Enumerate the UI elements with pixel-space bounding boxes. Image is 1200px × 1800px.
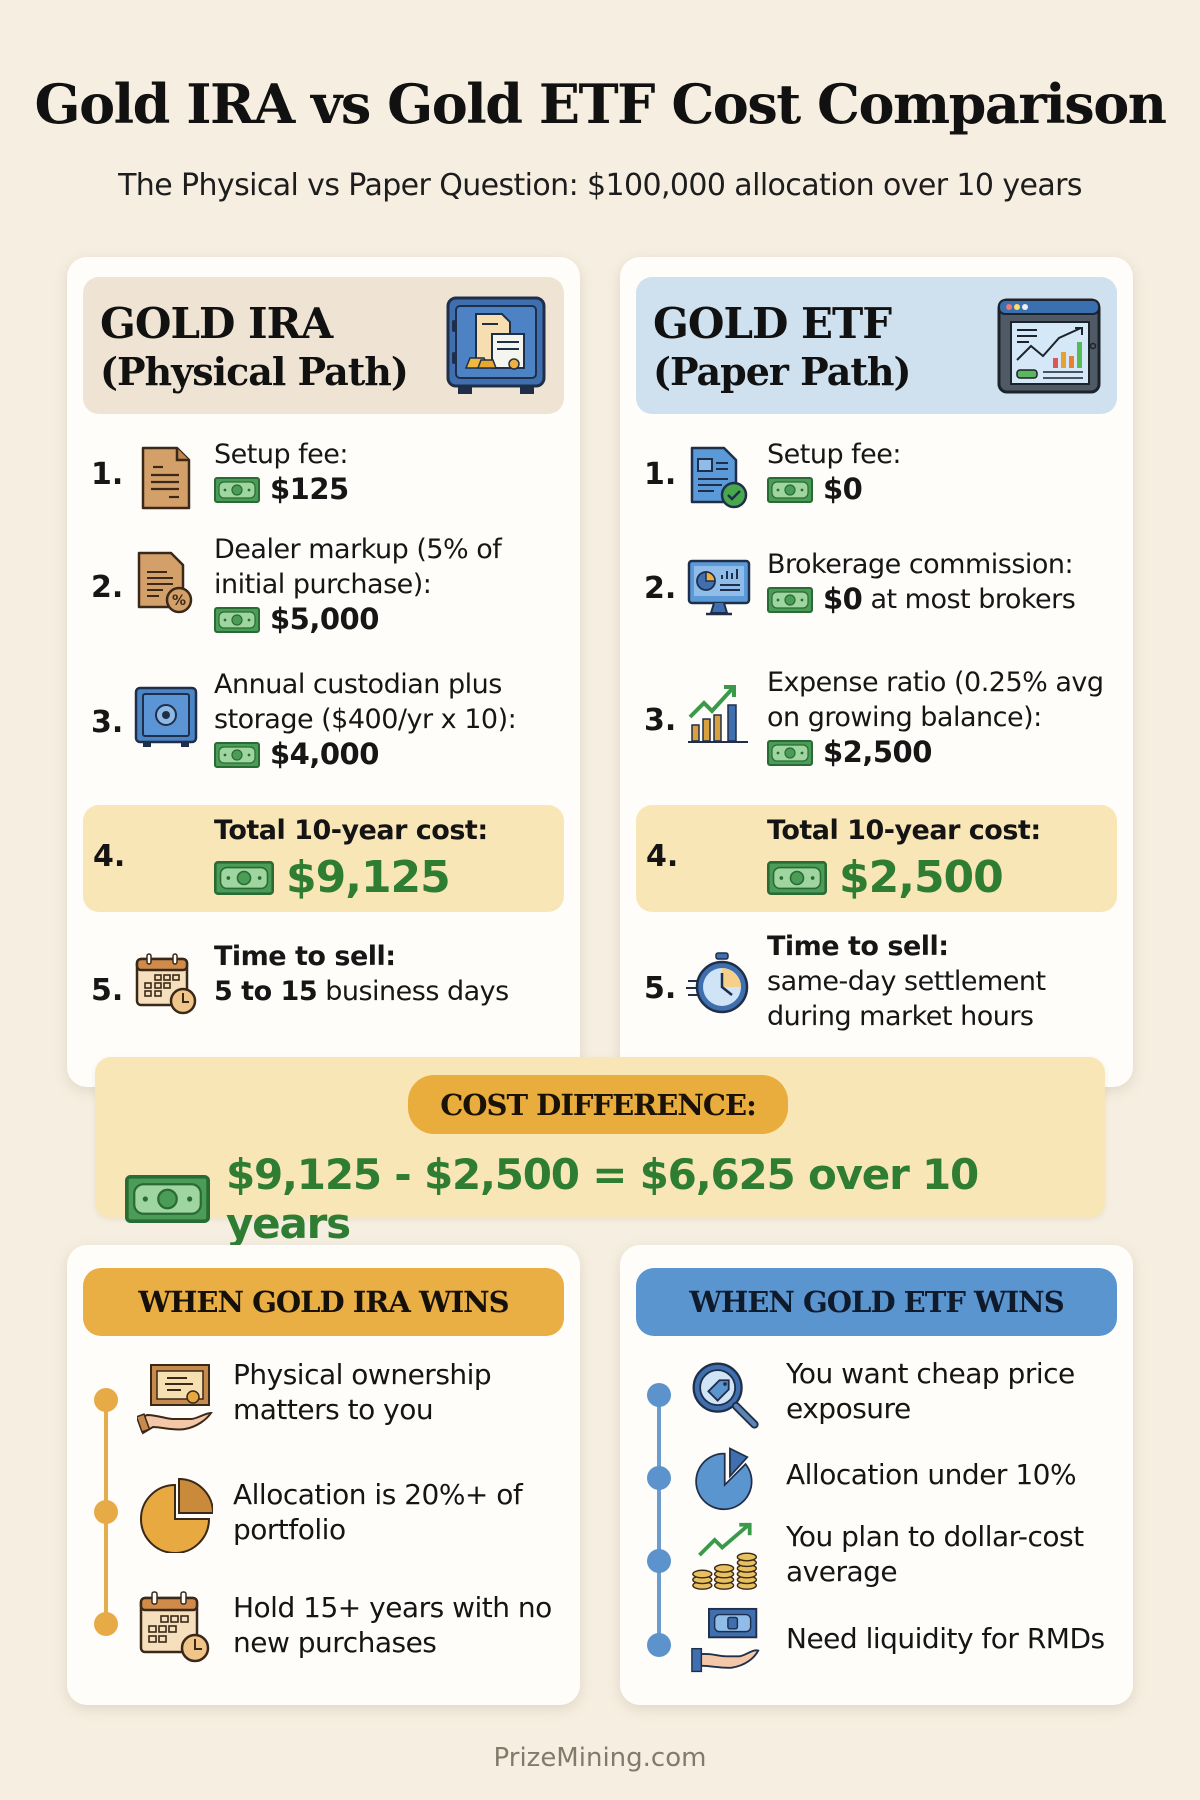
- item-amount: $4,000: [270, 737, 379, 771]
- monitor-chart-icon: [687, 559, 751, 616]
- sell-value-line2: during market hours: [767, 1001, 1034, 1032]
- etf-win-text: You want cheap price exposure: [786, 1357, 1075, 1425]
- timeline-dot: [647, 1633, 671, 1657]
- gold-ira-header: GOLD IRA (Physical Path): [83, 277, 564, 414]
- stopwatch-icon: [686, 952, 749, 1014]
- item-number: 4.: [646, 839, 679, 874]
- cost-difference-label: COST DIFFERENCE:: [408, 1075, 788, 1134]
- document-check-icon: [690, 446, 748, 509]
- timeline-dot: [647, 1383, 671, 1407]
- safe-with-gold-and-documents-icon: [446, 296, 546, 394]
- svg-text:%: %: [172, 593, 186, 609]
- cash-bill-icon: [214, 607, 260, 633]
- etf-win-text: Allocation under 10%: [786, 1458, 1077, 1491]
- timeline-dot: [94, 1612, 118, 1636]
- cash-bill-icon: [214, 742, 260, 768]
- gold-ira-title: GOLD IRA: [100, 299, 333, 348]
- item-amount: $2,500: [823, 735, 932, 769]
- cash-bill-icon: [214, 860, 274, 896]
- when-gold-ira-wins-card: WHEN GOLD IRA WINS Physical ownership ma…: [67, 1245, 580, 1705]
- item-label: Annual custodian plus storage ($400/yr x…: [214, 669, 517, 735]
- etf-total-cost-box: 4. Total 10-year cost: $2,500: [636, 805, 1117, 912]
- total-label: Total 10-year cost:: [214, 815, 488, 846]
- pie-chart-small-slice-icon: [695, 1447, 753, 1511]
- hand-cash-icon: [691, 1607, 760, 1673]
- document-percent-icon: %: [137, 551, 193, 614]
- cash-bill-icon: [125, 1172, 210, 1226]
- gold-etf-subtitle: (Paper Path): [653, 349, 911, 394]
- sell-value-bold: 5 to 15: [214, 976, 318, 1007]
- coins-growth-icon: [692, 1522, 758, 1590]
- item-label: Dealer markup (5% of initial purchase):: [214, 534, 502, 600]
- total-amount: $9,125: [286, 852, 451, 903]
- item-amount: $0: [823, 582, 863, 616]
- when-gold-ira-wins-title: WHEN GOLD IRA WINS: [83, 1268, 564, 1336]
- gold-etf-card: GOLD ETF (Paper Path) 1. Setup fee:: [620, 257, 1133, 1087]
- ira-win-text: Physical ownership matters to you: [233, 1358, 492, 1426]
- item-number: 2.: [644, 571, 677, 606]
- gold-etf-title: GOLD ETF: [653, 299, 892, 348]
- etf-win-text: Need liquidity for RMDs: [786, 1622, 1105, 1655]
- sell-label: Time to sell:: [214, 941, 396, 972]
- item-label: Brokerage commission:: [767, 549, 1074, 580]
- item-label: Expense ratio (0.25% avg on growing bala…: [767, 667, 1104, 733]
- page-title: Gold IRA vs Gold ETF Cost Comparison: [34, 72, 1167, 136]
- sell-value-line1: same-day settlement: [767, 966, 1046, 997]
- timeline-dot: [94, 1388, 118, 1412]
- calendar-clock-icon: [135, 953, 197, 1015]
- when-gold-etf-wins-title: WHEN GOLD ETF WINS: [636, 1268, 1117, 1336]
- item-number: 2.: [91, 570, 124, 605]
- gold-ira-subtitle: (Physical Path): [100, 349, 409, 394]
- item-number: 3.: [91, 705, 124, 740]
- timeline-line: [657, 1393, 661, 1643]
- cash-bill-icon: [767, 860, 827, 896]
- safe-icon: [134, 686, 198, 747]
- ira-win-text: Hold 15+ years with no new purchases: [233, 1591, 552, 1659]
- page-subtitle: The Physical vs Paper Question: $100,000…: [118, 168, 1082, 203]
- ira-total-cost-box: 4. Total 10-year cost: $9,125: [83, 805, 564, 912]
- item-number: 5.: [644, 971, 677, 1006]
- item-amount: $125: [270, 472, 349, 506]
- cost-difference-equation: $9,125 - $2,500 = $6,625 over 10 years: [226, 1150, 979, 1248]
- item-number: 5.: [91, 973, 124, 1008]
- gold-ira-card: GOLD IRA (Physical Path) 1. Setup fee: $: [67, 257, 580, 1087]
- item-number: 3.: [644, 703, 677, 738]
- certificate-hand-icon: [137, 1364, 213, 1435]
- document-icon: [141, 446, 191, 510]
- calendar-clock-icon: [139, 1591, 210, 1663]
- timeline-dot: [94, 1500, 118, 1524]
- ira-win-text: Allocation is 20%+ of portfolio: [233, 1478, 523, 1546]
- item-number: 1.: [91, 457, 124, 492]
- when-gold-etf-wins-card: WHEN GOLD ETF WINS You want cheap price …: [620, 1245, 1133, 1705]
- cash-bill-icon: [767, 740, 813, 766]
- item-label: Setup fee:: [214, 439, 349, 470]
- gold-etf-header: GOLD ETF (Paper Path): [636, 277, 1117, 414]
- cost-difference-band: COST DIFFERENCE: $9,125 - $2,500 = $6,62…: [95, 1057, 1105, 1248]
- magnifier-tag-icon: [692, 1362, 759, 1429]
- total-amount: $2,500: [839, 852, 1004, 903]
- item-label: Setup fee:: [767, 439, 902, 470]
- item-number: 1.: [644, 457, 677, 492]
- item-amount: $5,000: [270, 602, 379, 636]
- etf-win-text: You plan to dollar-cost average: [786, 1520, 1084, 1588]
- cash-bill-icon: [214, 477, 260, 503]
- item-amount: $0: [823, 472, 863, 506]
- sell-value-rest: business days: [317, 976, 509, 1007]
- item-number: 4.: [93, 839, 126, 874]
- growth-bar-chart-icon: [688, 685, 748, 743]
- cash-bill-icon: [767, 587, 813, 613]
- item-amount-suffix: at most brokers: [862, 584, 1076, 615]
- tablet-chart-icon: [997, 298, 1101, 394]
- footer-site-name: PrizeMining.com: [493, 1743, 707, 1773]
- cash-bill-icon: [767, 477, 813, 503]
- timeline-dot: [647, 1549, 671, 1573]
- timeline-dot: [647, 1466, 671, 1490]
- pie-chart-icon: [140, 1477, 213, 1553]
- total-label: Total 10-year cost:: [767, 815, 1041, 846]
- sell-label: Time to sell:: [767, 931, 949, 962]
